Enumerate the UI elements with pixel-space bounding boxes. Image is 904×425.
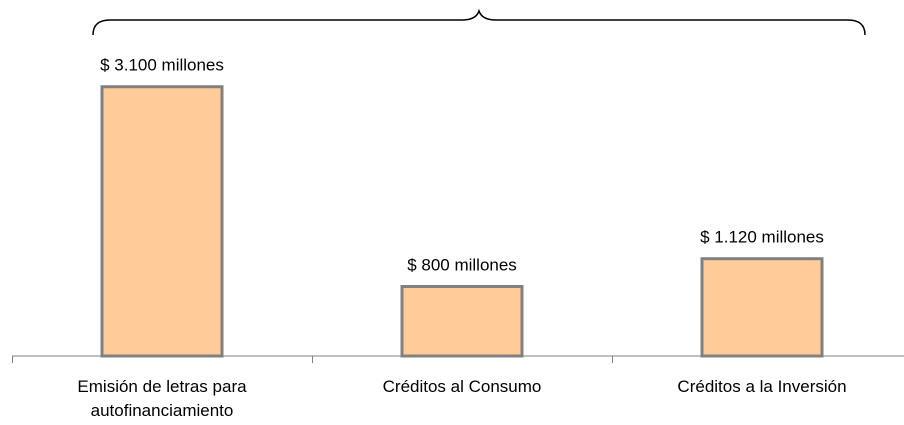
data-label: $ 800 millones [407, 256, 517, 275]
bar [700, 257, 824, 358]
category-label: Créditos al Consumo [383, 377, 542, 396]
data-label: $ 1.120 millones [700, 228, 824, 247]
category-label: autofinanciamiento [91, 401, 234, 420]
data-label: $ 3.100 millones [100, 56, 224, 75]
grouping-brace [92, 8, 866, 36]
category-label: Créditos a la Inversión [677, 377, 846, 396]
bar [100, 85, 224, 358]
category-label: Emisión de letras para [77, 377, 247, 396]
bar [400, 285, 524, 358]
